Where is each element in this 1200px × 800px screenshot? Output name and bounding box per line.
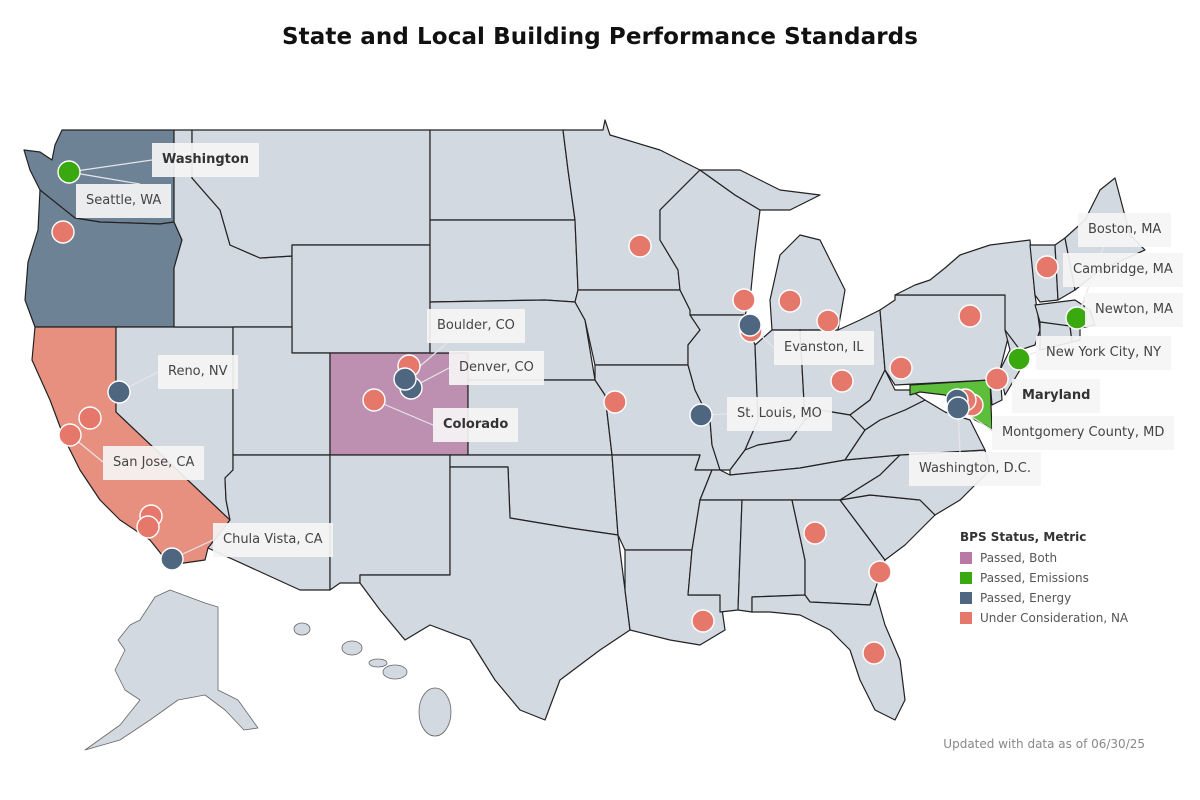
legend-item-passed-both[interactable]: Passed, Both — [960, 548, 1128, 568]
marker-vermont[interactable] — [1035, 255, 1059, 279]
map-label: Montgomery County, MD — [992, 416, 1175, 450]
map-label: Evanston, IL — [774, 331, 874, 365]
state-michigan[interactable] — [699, 169, 846, 331]
map-label: Boston, MA — [1078, 213, 1172, 247]
marker-pittsburgh[interactable] — [889, 356, 913, 380]
marker-seattle-wa[interactable] — [57, 160, 81, 184]
legend-item-label: Passed, Both — [980, 551, 1058, 565]
map-label: Washington — [152, 143, 260, 177]
legend-item-passed-emissions[interactable]: Passed, Emissions — [960, 568, 1128, 588]
legend-title: BPS Status, Metric — [960, 530, 1087, 544]
legend-swatch — [960, 552, 972, 564]
state-iowa[interactable] — [574, 289, 701, 366]
map-label: Reno, NV — [158, 355, 238, 389]
state-north-dakota[interactable] — [429, 129, 576, 221]
legend-item-label: Under Consideration, NA — [980, 611, 1129, 625]
map-label: Denver, CO — [449, 351, 544, 385]
marker-new-orleans[interactable] — [691, 609, 715, 633]
map-label: Colorado — [433, 408, 519, 442]
state-texas[interactable] — [359, 466, 631, 721]
state-wyoming[interactable] — [291, 244, 431, 354]
states-layer — [23, 119, 1146, 751]
marker-washington-dc[interactable] — [946, 396, 970, 420]
legend-item-passed-energy[interactable]: Passed, Energy — [960, 588, 1128, 608]
map-label: Seattle, WA — [76, 184, 172, 218]
marker-reno-nv[interactable] — [107, 380, 131, 404]
marker-minnesota[interactable] — [628, 234, 652, 258]
marker-st-louis-mo[interactable] — [689, 403, 713, 427]
marker-charleston[interactable] — [868, 560, 892, 584]
state-new-mexico[interactable] — [329, 454, 451, 591]
legend-swatch — [960, 612, 972, 624]
marker-philadelphia[interactable] — [985, 367, 1009, 391]
marker-grand-rapids[interactable] — [778, 289, 802, 313]
page-title: State and Local Building Performance Sta… — [282, 24, 918, 50]
updated-note: Updated with data as of 06/30/25 — [943, 737, 1145, 751]
marker-ann-arbor[interactable] — [816, 309, 840, 333]
marker-ca-bay-1[interactable] — [78, 406, 102, 430]
marker-evanston-il[interactable] — [738, 313, 762, 337]
marker-new-york-city-ny[interactable] — [1007, 347, 1031, 371]
legend-item-label: Passed, Emissions — [980, 571, 1089, 585]
state-hawaii[interactable] — [293, 622, 452, 737]
leader-line — [68, 159, 153, 173]
leader-line — [68, 171, 141, 185]
marker-orlando[interactable] — [862, 641, 886, 665]
map-label: New York City, NY — [1036, 336, 1172, 370]
marker-colorado-state[interactable] — [362, 388, 386, 412]
markers-layer — [51, 160, 1089, 665]
legend-item-under-consideration[interactable]: Under Consideration, NA — [960, 608, 1128, 628]
marker-ca-la-2[interactable] — [136, 515, 160, 539]
state-south-dakota[interactable] — [429, 219, 579, 303]
map-label: Boulder, CO — [427, 309, 525, 343]
marker-san-jose-ca[interactable] — [58, 423, 82, 447]
map-label: San Jose, CA — [103, 446, 205, 480]
map-label: Maryland — [1012, 379, 1101, 413]
marker-denver-co-2[interactable] — [393, 367, 417, 391]
marker-ny-state[interactable] — [958, 304, 982, 328]
legend-swatch — [960, 592, 972, 604]
marker-milwaukee[interactable] — [732, 288, 756, 312]
state-alaska[interactable] — [84, 589, 259, 751]
map-label: Cambridge, MA — [1063, 253, 1183, 287]
marker-chula-vista-ca[interactable] — [160, 547, 184, 571]
map-label: St. Louis, MO — [727, 397, 832, 431]
map-label: Newton, MA — [1085, 293, 1184, 327]
marker-portland-or[interactable] — [51, 220, 75, 244]
state-florida[interactable] — [751, 589, 906, 721]
marker-columbus[interactable] — [830, 369, 854, 393]
marker-atlanta[interactable] — [803, 521, 827, 545]
legend-swatch — [960, 572, 972, 584]
map-label: Chula Vista, CA — [213, 523, 333, 557]
state-west-virginia[interactable] — [849, 369, 926, 431]
legend: BPS Status, Metric Passed, Both Passed, … — [960, 530, 1128, 628]
marker-kansas-city[interactable] — [603, 390, 627, 414]
map-label: Washington, D.C. — [909, 452, 1042, 486]
legend-item-label: Passed, Energy — [980, 591, 1072, 605]
